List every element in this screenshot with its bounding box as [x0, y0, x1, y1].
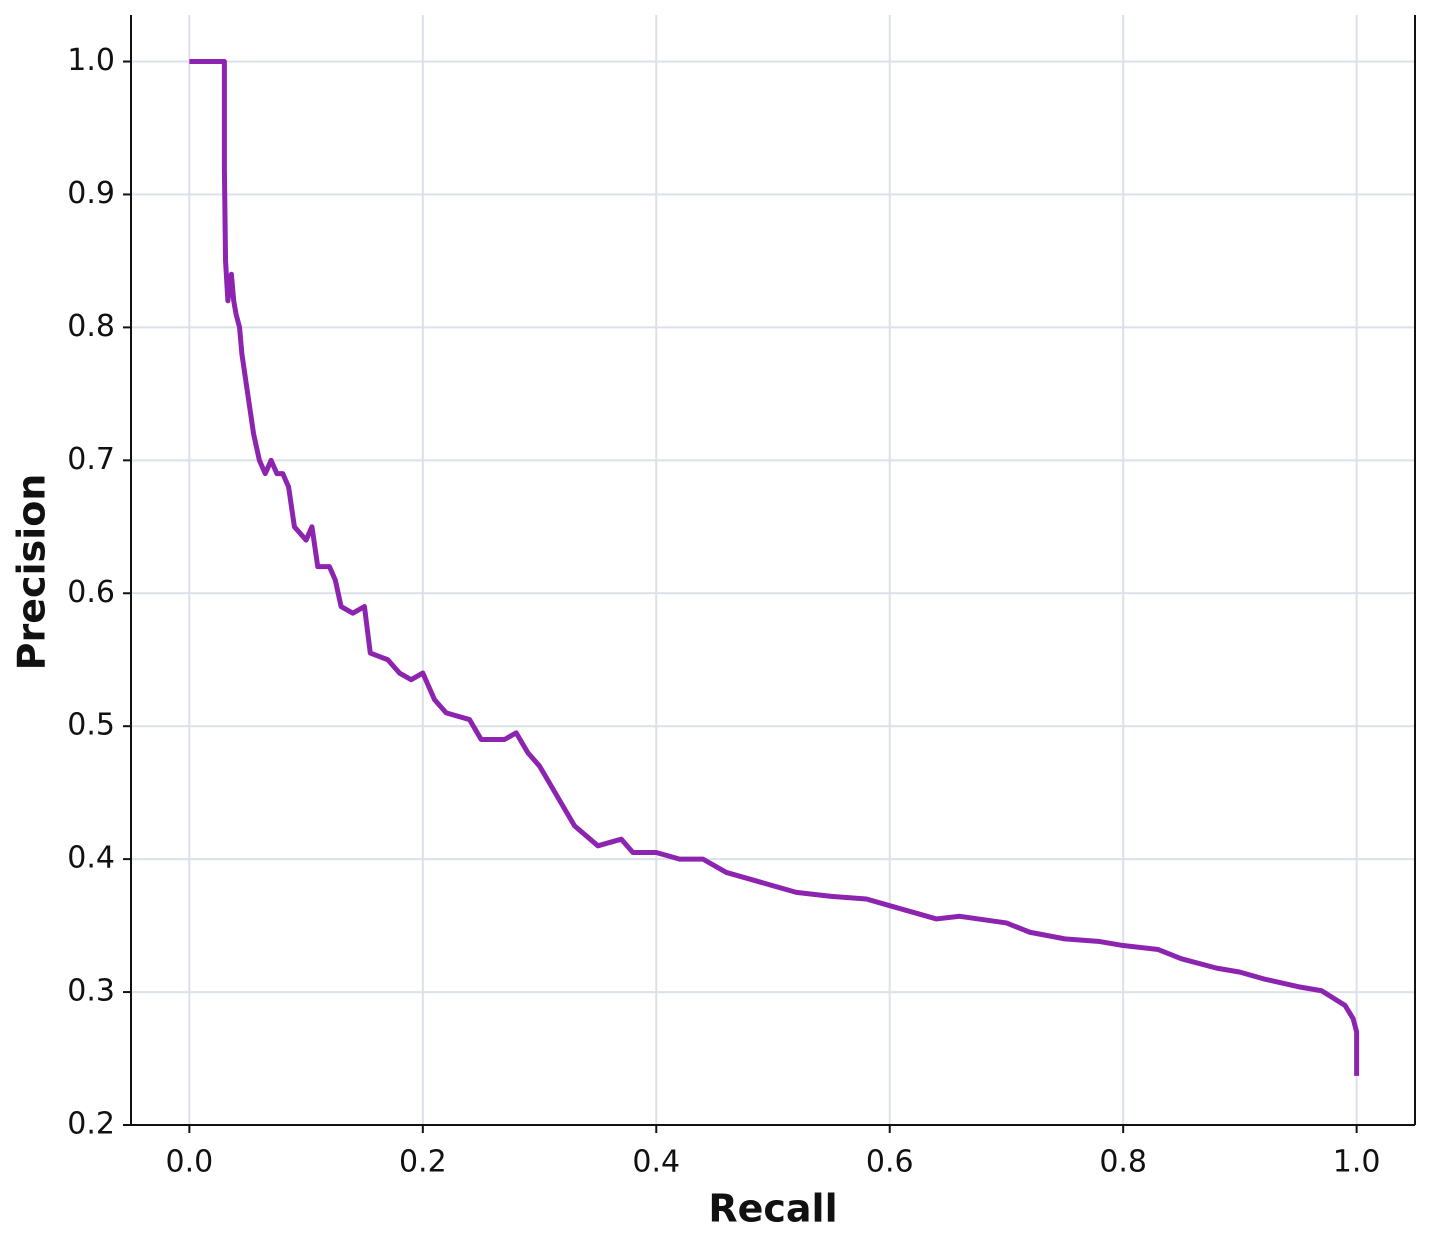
x-axis-label: Recall — [708, 1187, 837, 1231]
y-tick-label: 1.0 — [67, 43, 115, 78]
x-tick-label: 0.6 — [866, 1145, 914, 1180]
y-tick-label: 0.2 — [67, 1107, 115, 1142]
y-tick-label: 0.9 — [67, 176, 115, 211]
x-tick-label: 0.4 — [632, 1145, 680, 1180]
x-tick-label: 0.8 — [1099, 1145, 1147, 1180]
x-tick-label: 1.0 — [1333, 1145, 1381, 1180]
y-tick-label: 0.6 — [67, 575, 115, 610]
y-axis-label: Precision — [10, 474, 54, 671]
y-tick-label: 0.5 — [67, 708, 115, 743]
x-tick-label: 0.0 — [166, 1145, 214, 1180]
y-tick-label: 0.3 — [67, 974, 115, 1009]
x-tick-label: 0.2 — [399, 1145, 447, 1180]
y-tick-label: 0.4 — [67, 841, 115, 876]
pr-curve — [189, 59, 1360, 1076]
y-tick-label: 0.7 — [67, 442, 115, 477]
y-tick-label: 0.8 — [67, 309, 115, 344]
